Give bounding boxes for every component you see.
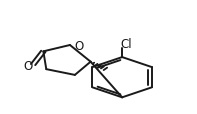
Text: Cl: Cl: [120, 38, 132, 51]
Text: O: O: [74, 40, 83, 53]
Text: O: O: [23, 60, 32, 73]
